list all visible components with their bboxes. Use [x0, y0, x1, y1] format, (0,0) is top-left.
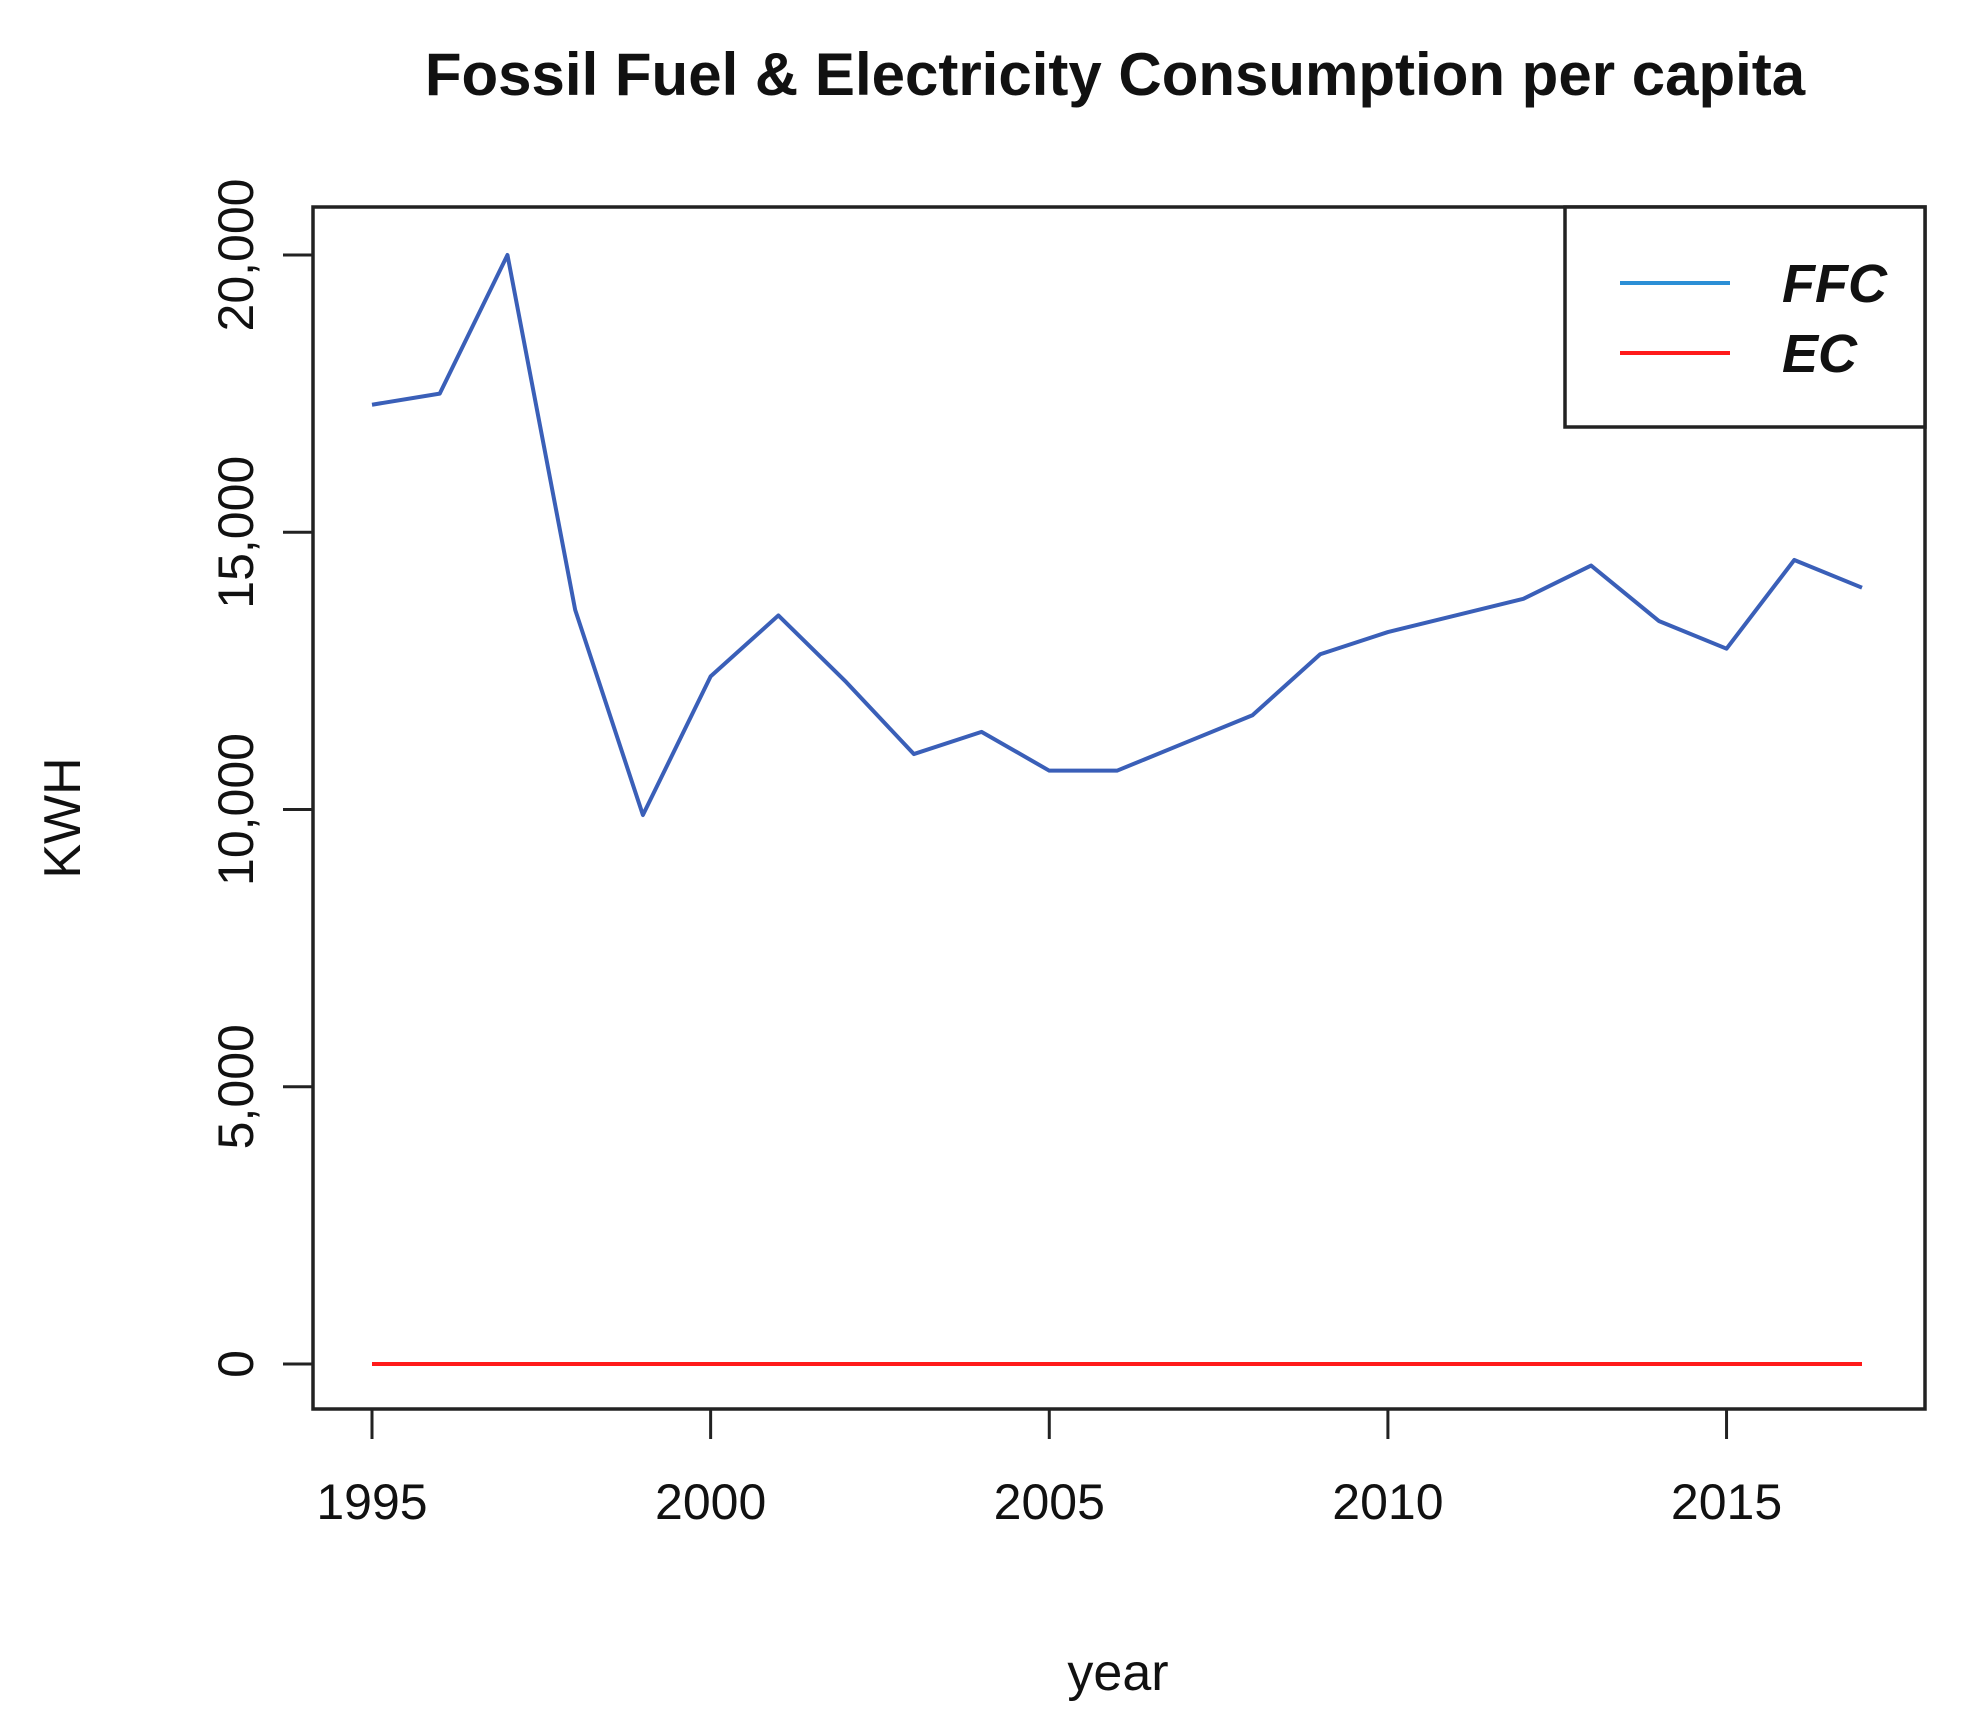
x-tick-label: 2010 [1332, 1474, 1443, 1530]
x-axis: 1995 2000 2005 2010 2015 [316, 1409, 1782, 1530]
series-line-ffc [371, 253, 1863, 818]
legend-label-ffc: FFC [1782, 254, 1888, 314]
chart-title: Fossil Fuel & Electricity Consumption pe… [425, 41, 1806, 108]
x-tick-label: 1995 [316, 1474, 427, 1530]
y-tick-label: 20,000 [208, 179, 264, 332]
x-tick-label: 2015 [1671, 1474, 1782, 1530]
x-tick-label: 2005 [994, 1474, 1105, 1530]
y-tick-label: 5,000 [208, 1024, 264, 1149]
series-layer [371, 253, 1863, 1366]
y-tick-label: 0 [208, 1350, 264, 1378]
legend-label-ec: EC [1782, 324, 1858, 384]
y-axis-label: KWH [34, 757, 92, 878]
x-tick-label: 2000 [655, 1474, 766, 1530]
y-tick-label: 10,000 [208, 733, 264, 886]
legend-box [1563, 205, 1927, 429]
y-tick-label: 15,000 [208, 456, 264, 609]
legend: FFC EC [1563, 205, 1927, 429]
y-axis: 0 5,000 10,000 15,000 20,000 [208, 179, 313, 1378]
x-axis-label: year [1067, 1644, 1168, 1702]
